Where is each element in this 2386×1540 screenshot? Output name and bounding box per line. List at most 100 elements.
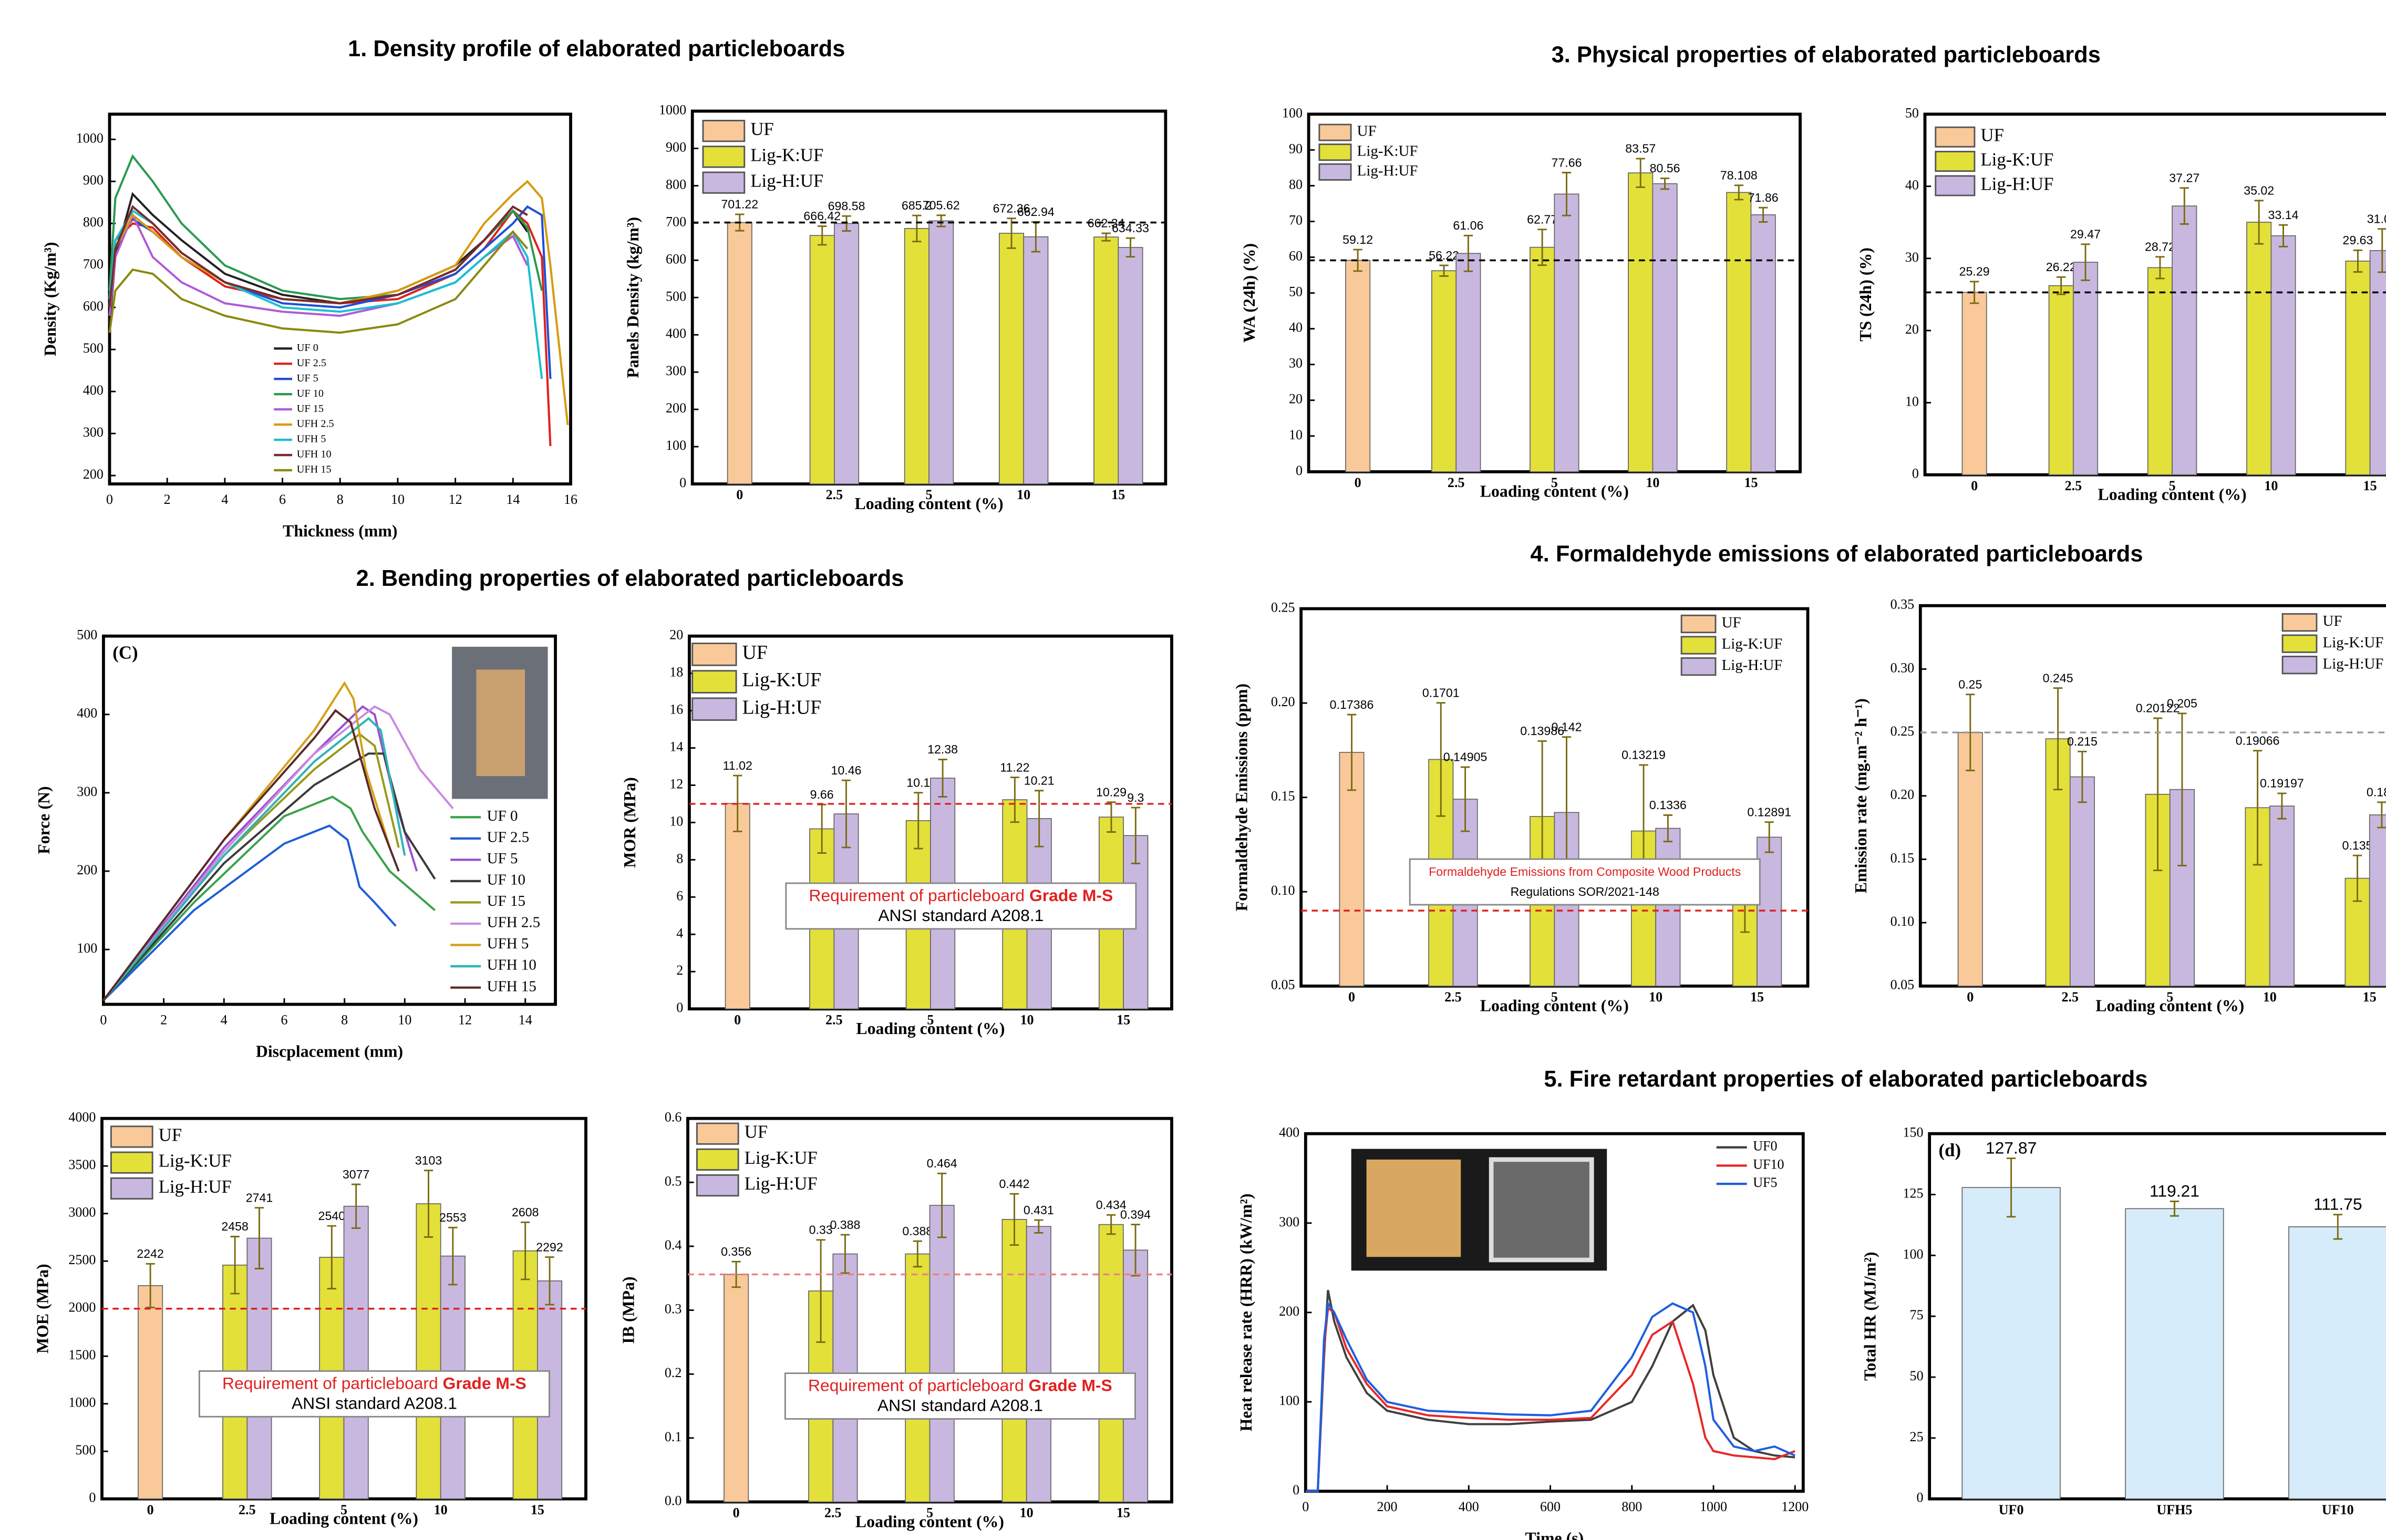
y-tick-label: 0.30 — [1891, 660, 1915, 675]
y-tick-label: 0.05 — [1891, 977, 1915, 993]
legend-label: Lig-K:UF — [2323, 634, 2384, 651]
value-label: 80.56 — [1650, 161, 1680, 175]
y-axis-label: Density (Kg/m³) — [41, 242, 59, 356]
y-tick-label: 0.4 — [665, 1237, 682, 1253]
bar — [1346, 261, 1370, 472]
y-tick-label: 400 — [83, 383, 104, 398]
y-tick-label: 300 — [83, 425, 104, 440]
y-tick-label: 4000 — [68, 1110, 96, 1125]
x-tick-label: 2.5 — [2061, 989, 2079, 1005]
bar — [2289, 1227, 2386, 1499]
y-tick-label: 2000 — [68, 1300, 96, 1315]
y-tick-label: 6 — [676, 888, 683, 903]
y-tick-label: 0.35 — [1891, 597, 1915, 612]
value-label: 2458 — [221, 1219, 249, 1233]
value-label: 10.1 — [906, 776, 930, 789]
x-tick-label: 12 — [458, 1012, 472, 1027]
x-axis-label: Time (s) — [1525, 1529, 1584, 1540]
y-tick-label: 300 — [666, 363, 686, 378]
y-tick-label: 10 — [1905, 394, 1919, 409]
x-tick-label: 10 — [1646, 475, 1659, 490]
y-tick-label: 0.20 — [1271, 694, 1295, 709]
section-title: 5. Fire retardant properties of elaborat… — [1544, 1067, 2147, 1092]
y-tick-label: 300 — [1279, 1214, 1299, 1229]
x-tick-label: 15 — [1111, 487, 1125, 502]
y-tick-label: 18 — [669, 665, 683, 680]
y-tick-label: 500 — [83, 340, 104, 356]
legend-swatch — [1936, 176, 1975, 195]
value-label: 62.77 — [1527, 212, 1557, 226]
y-tick-label: 150 — [1903, 1125, 1924, 1140]
value-label: 0.12891 — [1747, 805, 1791, 819]
bar — [728, 223, 752, 484]
y-tick-label: 0.05 — [1271, 977, 1295, 993]
value-label: 37.27 — [2169, 171, 2199, 184]
legend-label: UF — [742, 642, 768, 664]
annotation-line2: ANSI standard A208.1 — [877, 1396, 1043, 1415]
y-tick-label: 100 — [77, 940, 97, 956]
sample-before — [1367, 1160, 1461, 1257]
bar — [2172, 206, 2196, 475]
value-label: 31.09 — [2367, 212, 2386, 225]
value-label: 35.02 — [2244, 184, 2274, 198]
y-tick-label: 70 — [1289, 212, 1303, 228]
x-tick-label: 4 — [221, 492, 228, 507]
value-label: 59.12 — [1342, 233, 1373, 246]
legend-label: Lig-H:UF — [1722, 657, 1783, 674]
value-label: 0.14905 — [1443, 750, 1488, 764]
value-label: 698.58 — [828, 199, 865, 213]
y-tick-label: 100 — [1903, 1246, 1924, 1262]
legend-label: UF — [750, 119, 773, 139]
legend-label: UF — [2323, 613, 2342, 629]
legend-label: Lig-H:UF — [742, 696, 822, 718]
legend-label: UF10 — [1753, 1156, 1784, 1172]
y-axis-label: TS (24h) (%) — [1856, 247, 1875, 342]
bar — [2125, 1208, 2224, 1498]
bar — [416, 1204, 440, 1499]
x-tick-label: 15 — [1117, 1012, 1130, 1027]
value-label: 0.17386 — [1330, 698, 1374, 711]
legend-swatch — [693, 644, 736, 666]
y-tick-label: 20 — [1905, 322, 1919, 337]
annotation-text: Requirement of particleboard Grade M-S — [809, 886, 1113, 905]
bar — [999, 233, 1024, 484]
x-tick-label: 0 — [106, 492, 113, 507]
y-tick-label: 200 — [83, 467, 104, 482]
y-tick-label: 20 — [669, 627, 683, 643]
y-tick-label: 20 — [1289, 391, 1303, 407]
y-tick-label: 0.10 — [1891, 914, 1915, 929]
value-label: 11.22 — [1000, 760, 1029, 774]
y-tick-label: 10 — [669, 813, 683, 829]
value-label: 0.356 — [721, 1245, 751, 1258]
legend-swatch — [1319, 125, 1351, 140]
y-axis-label: Formaldehyde Emissions (ppm) — [1232, 684, 1251, 911]
bar — [1962, 293, 1986, 475]
annotation-line2: Regulations SOR/2021-148 — [1511, 885, 1659, 898]
bar — [1432, 271, 1456, 472]
y-tick-label: 30 — [1289, 356, 1303, 371]
y-axis-label: Heat release rate (HRR) (kW/m²) — [1237, 1194, 1255, 1432]
value-label: 0.1336 — [1649, 798, 1687, 812]
section-title: 4. Formaldehyde emissions of elaborated … — [1531, 542, 2143, 567]
y-tick-label: 1000 — [659, 102, 686, 117]
y-axis-label: Total HR (MJ/m²) — [1861, 1252, 1879, 1380]
legend-label: UF — [1357, 123, 1377, 140]
section-title: 1. Density profile of elaborated particl… — [348, 36, 845, 61]
x-tick-label: 1200 — [1781, 1499, 1809, 1514]
y-tick-label: 400 — [1279, 1125, 1299, 1140]
value-label: 10.46 — [831, 763, 862, 777]
legend-swatch — [111, 1178, 152, 1198]
x-tick-label: 15 — [2363, 989, 2377, 1005]
y-tick-label: 25 — [1910, 1429, 1924, 1444]
legend-label: UF 15 — [487, 893, 525, 909]
x-axis-label: Discplacement (mm) — [256, 1042, 403, 1060]
x-tick-label: 2.5 — [239, 1502, 256, 1517]
x-tick-label: 800 — [1621, 1499, 1642, 1514]
value-label: 0.394 — [1120, 1207, 1151, 1221]
x-tick-label: 16 — [564, 492, 577, 507]
legend-label: Lig-K:UF — [1722, 636, 1783, 653]
y-tick-label: 30 — [1905, 250, 1919, 265]
legend-swatch — [1319, 144, 1351, 160]
y-tick-label: 0.1 — [665, 1429, 682, 1444]
legend-swatch — [703, 172, 745, 193]
